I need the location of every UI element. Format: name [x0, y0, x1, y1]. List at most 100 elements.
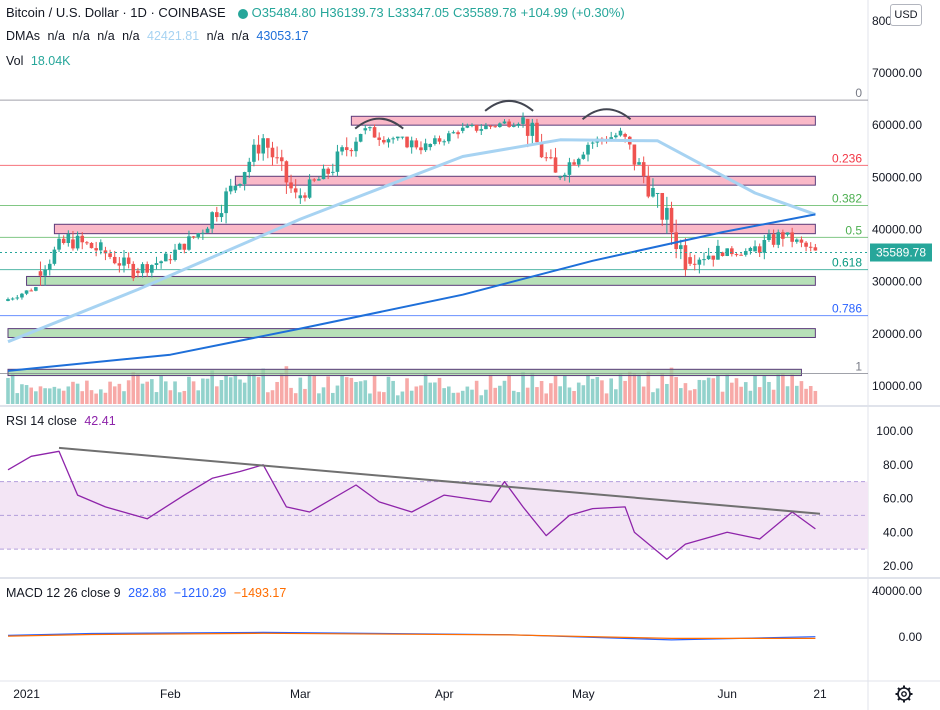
- volume-bar: [94, 393, 98, 404]
- candle-body: [317, 179, 321, 181]
- dma-header[interactable]: DMAs n/a n/a n/a n/a 42421.81 n/a n/a 43…: [6, 29, 313, 43]
- volume-bar: [549, 383, 553, 404]
- candle-body: [150, 264, 154, 273]
- volume-bar: [126, 380, 131, 404]
- dma-na-3: n/a: [97, 29, 115, 43]
- volume-bar: [795, 385, 799, 404]
- time-tick-label: Jun: [718, 687, 737, 701]
- volume-bar: [609, 378, 613, 404]
- volume-bar: [572, 391, 576, 404]
- candle-body: [460, 127, 465, 131]
- candle-body: [145, 264, 149, 273]
- volume-bar: [711, 378, 716, 404]
- candle-body: [261, 138, 265, 154]
- candle-body: [140, 264, 145, 274]
- volume-bar: [377, 391, 381, 404]
- candle-body: [247, 161, 252, 173]
- volume-bar: [433, 382, 437, 404]
- volume-bar: [34, 391, 38, 404]
- candle-body: [368, 127, 372, 129]
- fib-level-label: 0.382: [832, 192, 862, 206]
- volume-bar: [600, 380, 604, 404]
- volume-bar: [43, 388, 47, 404]
- volume-bar: [627, 371, 632, 404]
- volume-bar: [228, 377, 233, 404]
- candle-body: [275, 157, 279, 159]
- volume-bar: [391, 380, 395, 404]
- volume-bar: [757, 387, 762, 404]
- candle-body: [344, 147, 349, 151]
- volume-bar: [173, 381, 177, 404]
- candle-body: [326, 168, 330, 174]
- volume-bar: [24, 385, 29, 404]
- candle-body: [210, 212, 214, 229]
- candle-body: [126, 257, 131, 264]
- rsi-header[interactable]: RSI 14 close 42.41: [6, 414, 120, 428]
- volume-bar: [242, 382, 247, 404]
- gear-icon[interactable]: [894, 684, 914, 704]
- volume-bar: [52, 386, 57, 404]
- volume-bar: [655, 388, 660, 404]
- volume-bar: [442, 388, 446, 404]
- candle-body: [576, 158, 581, 165]
- volume-bar: [400, 391, 405, 404]
- candle-body: [20, 293, 24, 298]
- volume-bar: [679, 388, 683, 404]
- pattern-arc: [484, 99, 534, 112]
- symbol-title[interactable]: Bitcoin / U.S. Dollar · 1D · COINBASE: [6, 5, 226, 20]
- candle-body: [563, 174, 567, 177]
- volume-header[interactable]: Vol 18.04K: [6, 54, 75, 68]
- dma-na-1: n/a: [47, 29, 65, 43]
- volume-bar: [776, 374, 781, 404]
- dma-na-4: n/a: [122, 29, 140, 43]
- time-tick-label: Apr: [435, 687, 454, 701]
- volume-bar: [395, 395, 400, 404]
- candle-body: [256, 144, 261, 154]
- volume-bar: [799, 381, 804, 404]
- fib-level-label: 0.5: [845, 223, 862, 237]
- candle-body: [80, 235, 85, 243]
- candle-body: [753, 246, 757, 252]
- fib-level-label: 0: [855, 86, 862, 100]
- candle-body: [34, 287, 38, 291]
- candle-body: [219, 213, 224, 218]
- candle-body: [502, 121, 507, 124]
- candle-body: [312, 179, 317, 181]
- volume-bar: [530, 372, 535, 404]
- symbol-header: Bitcoin / U.S. Dollar · 1D · COINBASE O35…: [6, 5, 629, 20]
- volume-bar: [196, 390, 201, 404]
- volume-bar: [168, 390, 173, 404]
- last-price-label: 35589.78: [876, 246, 926, 260]
- volume-bar: [558, 386, 562, 404]
- volume-bar: [368, 393, 372, 404]
- candle-body: [215, 212, 219, 218]
- volume-bar: [553, 376, 558, 404]
- candle-body: [57, 238, 61, 250]
- currency-button[interactable]: USD: [890, 4, 922, 26]
- volume-bar: [238, 379, 242, 404]
- candle-body: [6, 299, 10, 301]
- volume-bar: [437, 377, 442, 404]
- volume-bar: [790, 374, 794, 404]
- volume-bar: [414, 386, 419, 404]
- dma-na-2: n/a: [72, 29, 90, 43]
- volume-bar: [753, 375, 757, 404]
- volume-bar: [201, 378, 205, 404]
- volume-bar: [493, 387, 497, 404]
- volume-bar: [10, 373, 15, 404]
- volume-bar: [20, 384, 24, 404]
- volume-bar: [205, 378, 210, 404]
- volume-bar: [498, 385, 502, 404]
- time-tick-label: May: [572, 687, 595, 701]
- volume-bar: [312, 375, 317, 404]
- volume-bar: [683, 383, 688, 404]
- candle-body: [539, 142, 544, 158]
- candle-body: [660, 192, 665, 220]
- volume-bar: [479, 395, 484, 404]
- price-tick-label: 40000.00: [872, 223, 922, 237]
- macd-header[interactable]: MACD 12 26 close 9 282.88 −1210.29 −1493…: [6, 586, 290, 600]
- volume-bar: [112, 386, 117, 404]
- candle-body: [372, 127, 377, 138]
- candle-body: [423, 143, 428, 151]
